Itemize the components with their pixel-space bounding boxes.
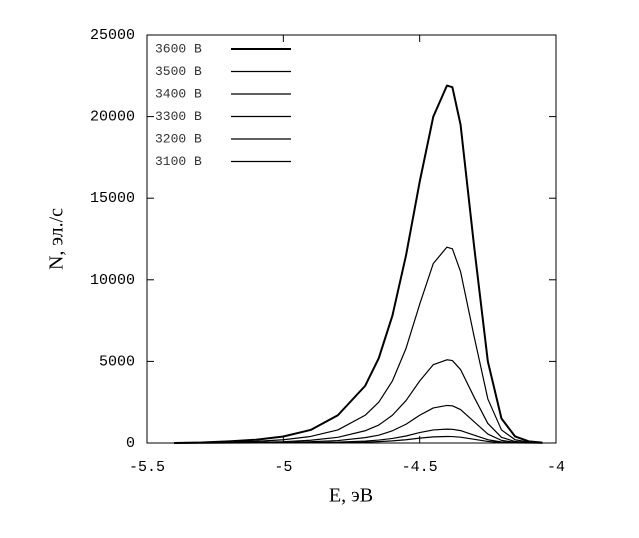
plot-frame bbox=[146, 34, 557, 444]
series-line bbox=[174, 404, 543, 444]
series-line bbox=[174, 246, 543, 444]
x-tick-label: -4.5 bbox=[402, 459, 438, 476]
series-line bbox=[174, 84, 543, 444]
legend-label: 3500 В bbox=[155, 64, 202, 79]
x-tick-label: -5 bbox=[274, 459, 292, 476]
y-tick-label: 15000 bbox=[90, 190, 135, 207]
legend-label: 3600 В bbox=[155, 41, 202, 56]
y-tick-label: 25000 bbox=[90, 27, 135, 44]
y-tick-label: 5000 bbox=[99, 353, 135, 370]
x-axis-label: E, эВ bbox=[329, 485, 373, 507]
series-line bbox=[174, 359, 543, 444]
legend-label: 3400 В bbox=[155, 86, 202, 101]
y-tick-label: 10000 bbox=[90, 272, 135, 289]
y-tick-label: 0 bbox=[126, 435, 135, 452]
legend-label: 3300 В bbox=[155, 109, 202, 124]
legend-label: 3100 В bbox=[155, 154, 202, 169]
y-tick-label: 20000 bbox=[90, 109, 135, 126]
x-tick-label: -5.5 bbox=[129, 459, 165, 476]
x-tick-label: -4 bbox=[547, 459, 565, 476]
legend-label: 3200 В bbox=[155, 131, 202, 146]
series-line bbox=[174, 435, 543, 444]
y-axis-label: N, эл./с bbox=[46, 208, 68, 270]
